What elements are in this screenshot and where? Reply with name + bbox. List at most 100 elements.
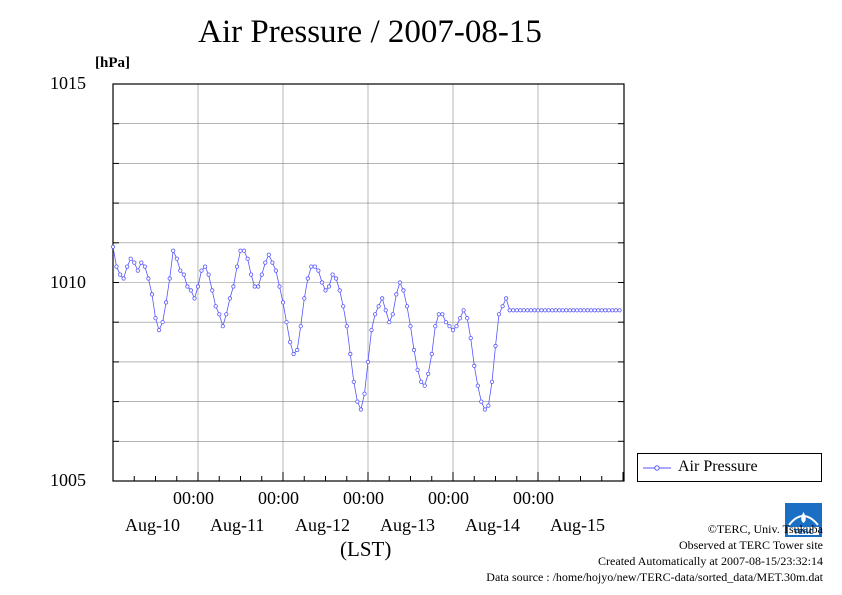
data-point — [613, 308, 619, 313]
data-point — [206, 272, 211, 277]
data-point — [167, 276, 172, 281]
x-tick-label-time: 00:00 — [428, 488, 470, 508]
data-point — [585, 308, 590, 313]
y-tick-1005: 1005 — [50, 470, 86, 490]
data-point — [139, 260, 144, 265]
data-point — [259, 272, 264, 277]
data-point — [305, 276, 310, 281]
data-point — [185, 284, 190, 289]
data-point — [507, 308, 512, 313]
data-point — [592, 308, 597, 313]
data-point — [535, 308, 541, 313]
data-point — [525, 308, 530, 313]
data-point — [171, 248, 176, 253]
data-point — [372, 312, 378, 317]
data-point — [203, 264, 208, 269]
data-point — [142, 264, 147, 269]
data-point — [344, 324, 349, 329]
data-point — [369, 327, 374, 333]
data-point — [135, 268, 140, 273]
data-point — [557, 308, 562, 313]
data-point — [164, 300, 169, 305]
data-point — [542, 308, 548, 313]
x-tick-label-day: Aug-11 — [210, 515, 265, 535]
data-point — [581, 308, 587, 313]
data-point — [610, 308, 615, 313]
footer-observed: Observed at TERC Tower site — [678, 538, 823, 552]
data-point — [489, 379, 495, 384]
data-point — [440, 312, 445, 317]
data-point — [461, 308, 466, 313]
data-point — [433, 324, 438, 329]
data-point — [181, 272, 186, 277]
data-point — [178, 268, 183, 273]
data-point — [132, 260, 137, 265]
data-point — [454, 324, 459, 329]
x-tick-label-day: Aug-10 — [125, 515, 180, 535]
data-point — [270, 260, 275, 265]
x-tick-label-time: 00:00 — [343, 488, 385, 508]
data-point — [365, 359, 371, 364]
y-axis-unit-label: [hPa] — [95, 55, 130, 71]
data-point — [199, 268, 204, 273]
chart-title: Air Pressure / 2007-08-15 — [198, 14, 542, 50]
data-point — [482, 407, 487, 412]
data-point — [280, 300, 286, 305]
series-air-pressure — [110, 244, 622, 412]
data-point — [422, 383, 427, 388]
y-tick-1010: 1010 — [50, 272, 86, 292]
data-point — [188, 288, 193, 293]
data-point — [125, 264, 130, 269]
footer-credits: ©TERC, Univ. Tsukuba Observed at TERC To… — [486, 521, 823, 585]
data-point — [358, 407, 363, 412]
data-point — [302, 296, 307, 301]
data-point — [114, 264, 119, 269]
data-point — [337, 288, 342, 293]
data-point — [319, 280, 325, 285]
data-point — [408, 324, 413, 329]
x-tick-label-day: Aug-15 — [550, 515, 605, 535]
y-tick-1015: 1015 — [50, 73, 86, 93]
data-point — [326, 284, 332, 289]
data-point — [333, 276, 339, 281]
axis-ticks — [112, 83, 624, 482]
x-tick-label-time: 00:00 — [173, 488, 215, 508]
terc-logo-icon: TERC — [785, 503, 822, 537]
data-point — [213, 304, 218, 309]
data-point — [291, 351, 296, 357]
data-point — [479, 399, 484, 404]
data-point — [128, 256, 133, 261]
data-point — [118, 272, 123, 277]
legend-line-marker-icon — [643, 465, 671, 471]
data-point — [503, 296, 509, 301]
data-point — [263, 260, 268, 265]
data-point — [588, 308, 594, 313]
data-point — [404, 304, 410, 309]
x-tick-label-day: Aug-13 — [380, 515, 435, 535]
legend-label: Air Pressure — [678, 458, 758, 475]
data-point — [418, 379, 424, 384]
grid-lines — [113, 84, 624, 481]
data-point — [394, 292, 399, 297]
data-point — [174, 256, 179, 261]
data-point — [518, 308, 523, 313]
data-point — [277, 284, 282, 289]
data-point — [450, 327, 456, 333]
data-point — [493, 343, 498, 349]
data-point — [567, 308, 573, 313]
data-point — [560, 308, 565, 313]
data-point — [110, 244, 116, 249]
data-point — [298, 324, 303, 329]
footer-copyright: ©TERC, Univ. Tsukuba — [707, 522, 823, 536]
data-point — [426, 371, 431, 376]
data-point — [546, 308, 551, 313]
data-point — [149, 292, 155, 297]
data-point — [192, 296, 197, 301]
data-point — [153, 316, 158, 321]
data-point — [397, 280, 402, 285]
data-point — [220, 324, 225, 329]
legend: Air Pressure — [637, 453, 822, 482]
data-point — [447, 324, 452, 329]
data-point — [224, 312, 229, 317]
data-point — [284, 320, 289, 325]
